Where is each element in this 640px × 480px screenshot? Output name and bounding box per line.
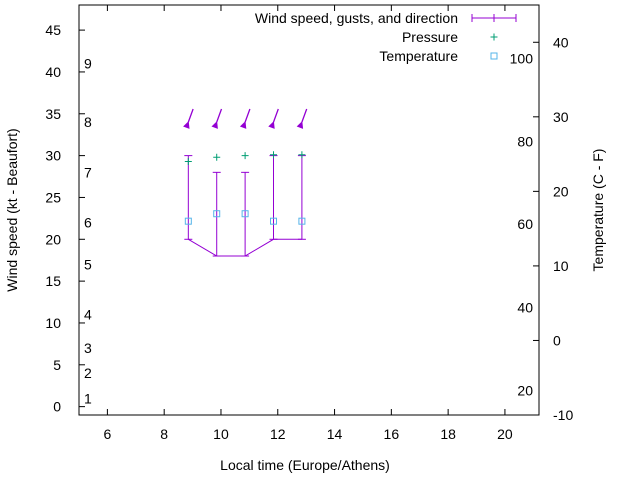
y-tick-label: 40 <box>45 64 61 80</box>
beaufort-scale: 1 2 3 4 5 6 7 8 9 <box>84 56 92 407</box>
y2-axis-title: Temperature (C - F) <box>590 149 606 272</box>
legend-temperature-marker <box>490 52 498 60</box>
pressure-point <box>184 157 192 165</box>
beaufort-label: 7 <box>84 164 92 180</box>
pressure-point <box>270 151 278 159</box>
wind-direction-arrowhead <box>183 121 190 129</box>
x-tick-label: 10 <box>213 426 229 442</box>
y-tick-label: 5 <box>53 357 61 373</box>
wind-direction-arrow <box>301 108 308 123</box>
legend: Wind speed, gusts, and direction Pressure… <box>255 10 517 64</box>
beaufort-label: 8 <box>84 114 92 130</box>
x-tick-label: 16 <box>384 426 400 442</box>
pressure-point <box>213 153 221 161</box>
plot-frame <box>78 4 540 416</box>
pressure-series <box>184 151 306 165</box>
y-tick-label: 35 <box>45 106 61 122</box>
y-axis-right: -10 0 10 20 30 40 <box>533 34 573 423</box>
y-tick-label: 25 <box>45 189 61 205</box>
y2-tick-label: -10 <box>553 407 573 423</box>
legend-label: Wind speed, gusts, and direction <box>255 10 458 26</box>
wind-direction-arrowhead <box>268 121 275 129</box>
x-tick-label: 6 <box>103 426 111 442</box>
beaufort-label: 5 <box>84 256 92 272</box>
fahrenheit-label: 80 <box>517 133 533 149</box>
y2-tick-label: 40 <box>553 34 569 50</box>
wind-direction-arrow <box>244 108 251 123</box>
fahrenheit-label: 20 <box>517 382 533 398</box>
x-tick-label: 18 <box>440 426 456 442</box>
wind-direction-arrowhead <box>239 121 247 129</box>
x-tick-label: 12 <box>270 426 286 442</box>
legend-pressure-marker <box>490 33 498 41</box>
wind-series <box>183 108 308 257</box>
temperature-point <box>184 217 192 225</box>
y-tick-label: 20 <box>45 231 61 247</box>
y-tick-label: 45 <box>45 22 61 38</box>
x-axis-title: Local time (Europe/Athens) <box>220 457 390 473</box>
wind-direction-arrowhead <box>211 121 218 129</box>
x-axis: 6 8 10 12 14 16 18 20 <box>103 5 513 442</box>
y2-tick-label: 20 <box>553 183 569 199</box>
series-layer <box>183 108 308 257</box>
y-tick-label: 0 <box>53 399 61 415</box>
y-axis-title: Wind speed (kt - Beaufort) <box>4 128 20 291</box>
y-axis-left: 0 5 10 15 20 25 30 35 40 45 <box>45 22 85 415</box>
temperature-series <box>184 210 306 225</box>
y2-tick-label: 30 <box>553 109 569 125</box>
legend-label: Pressure <box>402 29 458 45</box>
wind-direction-arrow <box>216 108 223 123</box>
beaufort-label: 3 <box>84 340 92 356</box>
y-tick-label: 15 <box>45 273 61 289</box>
wind-direction-arrow <box>187 108 194 123</box>
x-tick-label: 20 <box>497 426 513 442</box>
y2-tick-label: 10 <box>553 258 569 274</box>
pressure-point <box>298 151 306 159</box>
beaufort-label: 9 <box>84 56 92 72</box>
beaufort-label: 4 <box>84 307 92 323</box>
y2-tick-label: 0 <box>553 332 561 348</box>
y-tick-label: 10 <box>45 315 61 331</box>
x-tick-label: 14 <box>327 426 343 442</box>
fahrenheit-label: 100 <box>510 51 534 67</box>
grid-and-frame <box>78 4 540 416</box>
pressure-point <box>241 152 249 160</box>
beaufort-label: 2 <box>84 365 92 381</box>
wind-direction-arrowhead <box>296 121 304 129</box>
legend-label: Temperature <box>379 48 458 64</box>
temperature-point <box>241 210 249 218</box>
fahrenheit-label: 60 <box>517 216 533 232</box>
fahrenheit-label: 40 <box>517 300 533 316</box>
beaufort-label: 1 <box>84 390 92 406</box>
fahrenheit-scale: 20 40 60 80 100 <box>510 51 534 399</box>
wind-direction-arrow <box>272 108 279 123</box>
x-tick-label: 8 <box>160 426 168 442</box>
temperature-point <box>270 217 278 225</box>
y-tick-label: 30 <box>45 148 61 164</box>
temperature-point <box>298 217 306 225</box>
temperature-point <box>213 210 221 218</box>
beaufort-label: 6 <box>84 215 92 231</box>
